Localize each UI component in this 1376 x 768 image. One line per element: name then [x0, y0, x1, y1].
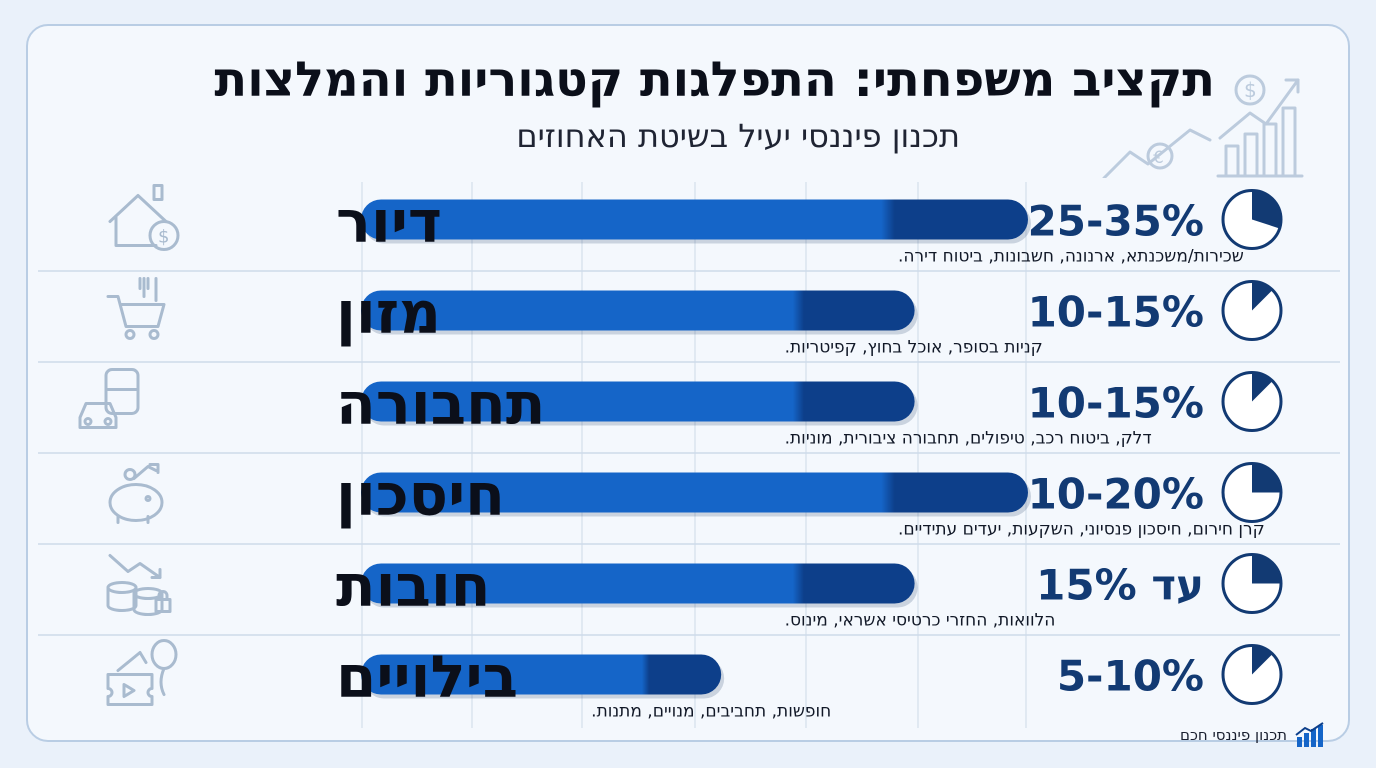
shopping-cart-icon [106, 277, 166, 340]
category-label: תחבורה [336, 370, 546, 438]
category-label: מזון [336, 279, 441, 347]
pie-slice [1252, 190, 1282, 229]
bar [361, 563, 915, 604]
car-bus-icon [78, 368, 140, 429]
bar-description: חופשות, תחביבים, מנויים, מתנות. [591, 702, 831, 722]
bar-row-4: הלוואות, החזרי כרטיסי אשראי, מינוס. חובות… [106, 552, 1283, 631]
pie-slice [1252, 645, 1273, 675]
percent-label: 5-10% [1057, 652, 1204, 701]
finance-growth-icon: $ € [1102, 74, 1304, 178]
page-subtitle: תכנון פיננסי יעיל בשיטת האחוזים [516, 117, 960, 155]
chart-grid [38, 182, 1340, 728]
category-label: חיסכון [336, 461, 505, 529]
piggy-bank-icon [108, 463, 164, 524]
percent-label: 10-15% [1028, 379, 1204, 428]
bar-row-5: חופשות, תחביבים, מנויים, מתנות. בילויים 5-… [106, 639, 1283, 722]
bar-chart-logo-icon [1295, 722, 1324, 747]
pie-slice [1252, 372, 1273, 402]
category-label: בילויים [336, 643, 518, 711]
percent-label: עד 15% [1036, 561, 1204, 610]
bar [361, 199, 1028, 240]
ticket-balloon-icon [106, 639, 178, 706]
coins-lock-icon [106, 554, 172, 616]
svg-text:€: € [1153, 148, 1164, 168]
bar [361, 472, 1028, 513]
bar-row-3: קרן חירום, חיסכון פנסיוני, השקעות, יעדים… [108, 461, 1283, 540]
page-title: תקציב משפחתי: התפלגות קטגוריות והמלצות [214, 52, 1215, 108]
bar-row-2: דלק, ביטוח רכב, טיפולים, תחבורה ציבורית,… [78, 368, 1283, 449]
bar-description: דלק, ביטוח רכב, טיפולים, תחבורה ציבורית,… [785, 429, 1152, 449]
house-dollar-icon: $ [108, 184, 180, 251]
bar-row-0: שכירות/משכנתא, ארנונה, חשבונות, ביטוח די… [108, 184, 1283, 267]
bar [361, 290, 915, 331]
bar-description: קרן חירום, חיסכון פנסיוני, השקעות, יעדים… [898, 520, 1265, 540]
bar-row-1: קניות בסופר, אוכל בחוץ, קפיטריות. מזון 10-… [106, 277, 1283, 358]
footer-brand: תכנון פיננסי חכם [1180, 722, 1325, 748]
pie-slice [1252, 554, 1281, 584]
percent-label: 10-15% [1028, 288, 1204, 337]
percent-label: 10-20% [1028, 470, 1204, 519]
bar-description: קניות בסופר, אוכל בחוץ, קפיטריות. [785, 338, 1043, 358]
svg-text:$: $ [1244, 78, 1257, 102]
category-label: חובות [336, 552, 491, 620]
category-label: דיור [336, 188, 442, 256]
bar-description: שכירות/משכנתא, ארנונה, חשבונות, ביטוח די… [898, 247, 1244, 267]
pie-slice [1252, 463, 1281, 493]
footer-brand-text: תכנון פיננסי חכם [1180, 726, 1288, 744]
svg-text:$: $ [158, 227, 169, 248]
bar-description: הלוואות, החזרי כרטיסי אשראי, מינוס. [785, 611, 1056, 631]
bar [361, 381, 915, 422]
bar [361, 654, 722, 695]
percent-label: 25-35% [1028, 197, 1204, 246]
pie-slice [1252, 281, 1273, 311]
